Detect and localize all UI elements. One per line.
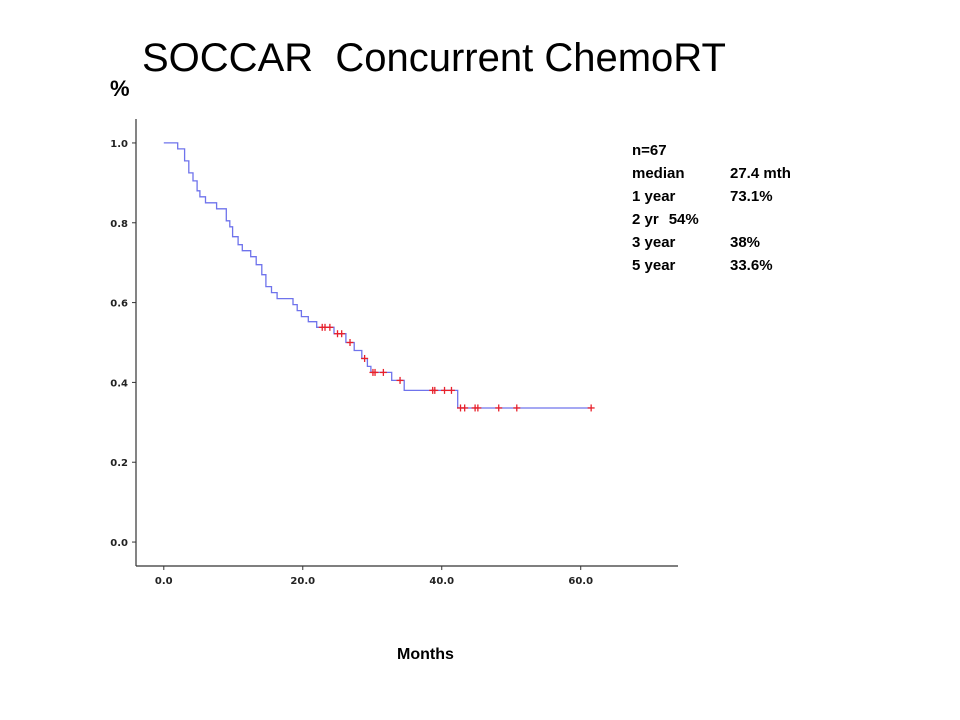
censor-mark (513, 404, 521, 412)
y-axis-label: % (110, 76, 130, 101)
stat-label: n=67 (632, 142, 667, 159)
censor-mark (338, 330, 346, 338)
stat-value: 27.4 mth (730, 165, 791, 182)
stat-value: 38% (730, 234, 761, 251)
y-tick-label: 0.2 (110, 458, 128, 469)
stat-row-3-year: 3 year 38% (632, 231, 791, 254)
stat-label: 3 year (632, 234, 676, 251)
censor-mark (396, 376, 404, 384)
stat-label: 5 year (632, 257, 676, 274)
censor-mark (326, 323, 334, 331)
slide-title: SOCCAR Concurrent ChemoRT (142, 36, 726, 80)
censor-marks (318, 323, 595, 412)
censor-mark (361, 354, 369, 362)
stat-value: 33.6% (730, 257, 773, 274)
y-tick-label: 0.4 (110, 378, 128, 389)
stat-value: 54% (668, 211, 699, 228)
y-tick-label: 0.0 (110, 538, 128, 549)
x-tick-label: 40.0 (429, 576, 454, 587)
x-axis-label: Months (397, 646, 454, 663)
y-tick-label: 0.8 (110, 219, 128, 230)
y-tick-label: 1.0 (110, 139, 128, 150)
censor-mark (495, 404, 503, 412)
stat-label: 1 year (632, 188, 676, 205)
stats-box: n=67 median 27.4 mth 1 year 73.1% 2 yr 54% … (632, 139, 791, 277)
stat-row-1-year: 1 year 73.1% (632, 185, 791, 208)
stat-row-median: median 27.4 mth (632, 162, 791, 185)
censor-mark (587, 404, 595, 412)
chart-axes: 0.0 0.2 0.4 0.6 0.8 1.0 0.0 20.0 40.0 60.0 (110, 119, 678, 587)
survival-curve-layer (163, 142, 592, 409)
stat-row-n: n=67 (632, 139, 791, 162)
x-tick-label: 0.0 (155, 576, 173, 587)
censor-mark (461, 404, 469, 412)
stat-value: 73.1% (730, 188, 773, 205)
stat-row-2-yr: 2 yr 54% (632, 208, 791, 231)
x-tick-label: 60.0 (568, 576, 593, 587)
censor-mark (431, 386, 439, 394)
censor-mark (346, 339, 354, 346)
censor-mark (441, 386, 449, 394)
x-tick-label: 20.0 (290, 576, 315, 587)
survival-curve-line (163, 142, 592, 409)
y-tick-label: 0.6 (110, 299, 128, 310)
censor-mark (474, 404, 482, 412)
censor-mark (371, 368, 379, 376)
stat-label: median (632, 165, 685, 182)
stat-row-5-year: 5 year 33.6% (632, 254, 791, 277)
stat-label: 2 yr (632, 211, 659, 228)
censor-mark (379, 368, 387, 376)
censor-mark (447, 386, 455, 394)
